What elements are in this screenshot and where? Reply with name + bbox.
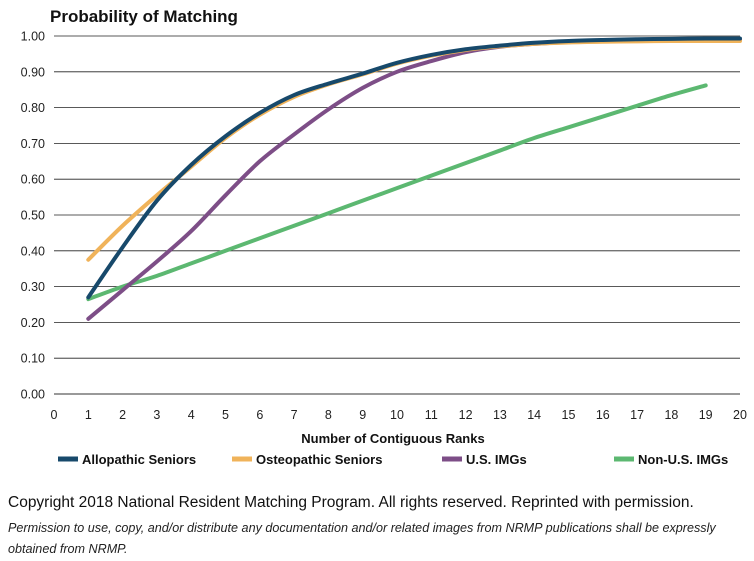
series-line-non-u-s-imgs [86, 83, 708, 302]
series-line-osteopathic-seniors [86, 38, 742, 262]
y-tick-label: 0.00 [21, 388, 45, 402]
x-tick-label: 7 [291, 408, 298, 422]
y-tick-label: 0.90 [21, 65, 45, 79]
legend-label-u-s-imgs: U.S. IMGs [466, 452, 527, 467]
chart-title: Probability of Matching [50, 7, 238, 26]
x-tick-label: 17 [630, 408, 644, 422]
series-line-allopathic-seniors [86, 36, 742, 300]
y-tick-label: 0.20 [21, 316, 45, 330]
x-tick-label: 13 [493, 408, 507, 422]
y-tick-label: 0.30 [21, 280, 45, 294]
legend-label-non-u-s-imgs: Non-U.S. IMGs [638, 452, 728, 467]
x-tick-label: 5 [222, 408, 229, 422]
y-tick-label: 0.60 [21, 173, 45, 187]
x-tick-label: 0 [51, 408, 58, 422]
copyright-text: Copyright 2018 National Resident Matchin… [8, 494, 694, 511]
series-lines [86, 36, 742, 321]
x-tick-label: 11 [425, 408, 438, 422]
y-tick-label: 0.50 [21, 209, 45, 223]
y-tick-label: 0.10 [21, 352, 45, 366]
x-tick-label: 2 [119, 408, 126, 422]
x-tick-label: 12 [459, 408, 473, 422]
x-tick-label: 9 [359, 408, 366, 422]
x-tick-label: 20 [733, 408, 747, 422]
legend-label-osteopathic-seniors: Osteopathic Seniors [256, 452, 382, 467]
legend: Allopathic Seniors Osteopathic Seniors U.S… [58, 452, 728, 467]
x-tick-label: 1 [85, 408, 92, 422]
x-tick-label: 4 [188, 408, 195, 422]
x-tick-label: 3 [153, 408, 160, 422]
x-tick-label: 15 [562, 408, 576, 422]
x-tick-label: 18 [664, 408, 678, 422]
x-tick-label: 16 [596, 408, 610, 422]
y-tick-label: 0.40 [21, 244, 45, 258]
permission-notice: Permission to use, copy, and/or distribu… [8, 521, 716, 556]
y-tick-label: 0.80 [21, 101, 45, 115]
x-tick-label: 10 [390, 408, 404, 422]
line-chart: 0.00 0.10 0.20 0.30 0.40 0.50 0.60 0.70 0.80 0.90… [21, 7, 747, 467]
y-axis-ticks: 0.00 0.10 0.20 0.30 0.40 0.50 0.60 0.70 0.80 0.90… [21, 30, 45, 402]
x-tick-label: 8 [325, 408, 332, 422]
x-tick-label: 6 [256, 408, 263, 422]
y-tick-label: 0.70 [21, 137, 45, 151]
x-tick-label: 14 [527, 408, 541, 422]
x-axis-label: Number of Contiguous Ranks [301, 431, 484, 446]
y-tick-label: 1.00 [21, 30, 45, 44]
x-tick-label: 19 [699, 408, 713, 422]
x-axis-ticks: 0 1 2 3 4 5 6 7 8 9 10 11 12 13 14 15 16 17 18 19 20 [51, 408, 747, 422]
legend-label-allopathic-seniors: Allopathic Seniors [82, 452, 196, 467]
